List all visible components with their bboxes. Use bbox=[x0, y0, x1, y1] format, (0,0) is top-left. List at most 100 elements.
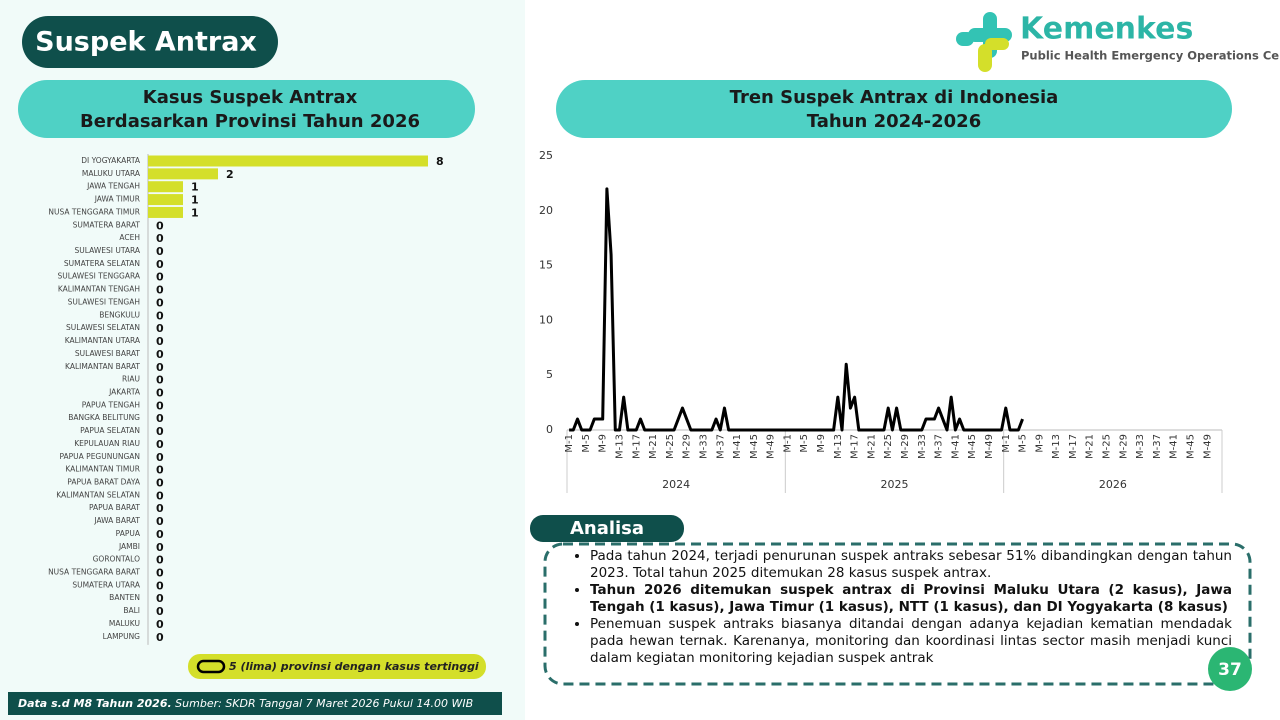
bar bbox=[148, 206, 183, 218]
y-tick-label: RIAU bbox=[122, 375, 140, 384]
y-tick-label: PAPUA PEGUNUNGAN bbox=[59, 452, 140, 461]
data-label: 0 bbox=[156, 309, 164, 322]
analysis-text: Pada tahun 2024, terjadi penurunan suspe… bbox=[556, 548, 1232, 667]
data-label: 0 bbox=[156, 348, 164, 361]
y-tick-label: ACEH bbox=[119, 233, 140, 242]
y-tick-label: SULAWESI BARAT bbox=[75, 349, 141, 358]
x-tick-label: M-33 bbox=[917, 434, 928, 459]
data-label: 8 bbox=[436, 155, 444, 168]
logo: Kemenkes Public Health Emergency Operati… bbox=[956, 12, 1280, 72]
y-tick-label: 5 bbox=[546, 368, 553, 381]
x-tick-label: M-37 bbox=[715, 434, 726, 459]
y-tick-label: KALIMANTAN BARAT bbox=[65, 362, 140, 371]
y-tick-label: SULAWESI UTARA bbox=[75, 246, 141, 255]
data-label: 0 bbox=[156, 425, 164, 438]
chart-title-pill bbox=[556, 80, 1232, 138]
y-tick-label: NUSA TENGGARA TIMUR bbox=[48, 207, 140, 216]
data-label: 0 bbox=[156, 528, 164, 541]
logo-name: Kemenkes bbox=[1020, 12, 1193, 47]
data-label: 0 bbox=[156, 271, 164, 284]
page-number-badge bbox=[1208, 647, 1252, 691]
page-number: 37 bbox=[1218, 660, 1242, 680]
x-tick-label: M-9 bbox=[598, 434, 609, 453]
legend bbox=[188, 654, 486, 679]
chart-title: Tahun 2024-2026 bbox=[807, 111, 981, 132]
x-tick-label: M-5 bbox=[581, 434, 592, 453]
bar bbox=[148, 155, 428, 167]
y-tick-label: KALIMANTAN SELATAN bbox=[56, 490, 140, 499]
footer-bar bbox=[8, 692, 502, 715]
footer-period: Data s.d M8 Tahun 2026. bbox=[18, 697, 172, 710]
y-tick-label: MALUKU UTARA bbox=[82, 169, 141, 178]
x-tick-label: M-21 bbox=[866, 434, 877, 459]
x-group-label: 2024 bbox=[662, 478, 690, 491]
y-tick-label: SULAWESI TENGAH bbox=[68, 297, 140, 306]
y-tick-label: JAWA TIMUR bbox=[94, 195, 140, 204]
x-tick-label: M-25 bbox=[665, 434, 676, 459]
y-tick-label: KALIMANTAN UTARA bbox=[65, 336, 141, 345]
data-label: 0 bbox=[156, 631, 164, 644]
y-tick-label: BANTEN bbox=[109, 593, 140, 602]
y-tick-label: SUMATERA SELATAN bbox=[64, 259, 140, 268]
data-label: 0 bbox=[156, 399, 164, 412]
y-tick-label: 25 bbox=[539, 149, 553, 162]
x-tick-label: M-9 bbox=[1034, 434, 1045, 453]
x-group-label: 2025 bbox=[881, 478, 909, 491]
x-tick-label: M-5 bbox=[1018, 434, 1029, 453]
data-label: 0 bbox=[156, 258, 164, 271]
x-tick-label: M-45 bbox=[1186, 434, 1197, 459]
x-tick-label: M-21 bbox=[1085, 434, 1096, 459]
x-tick-label: M-13 bbox=[614, 434, 625, 459]
x-tick-label: M-29 bbox=[682, 434, 693, 459]
y-tick-label: BANGKA BELITUNG bbox=[68, 413, 140, 422]
chart-title: Berdasarkan Provinsi Tahun 2026 bbox=[80, 111, 420, 132]
x-tick-label: M-49 bbox=[984, 434, 995, 459]
data-label: 0 bbox=[156, 322, 164, 335]
y-tick-label: 10 bbox=[539, 313, 553, 326]
x-tick-label: M-13 bbox=[833, 434, 844, 459]
y-tick-label: GORONTALO bbox=[93, 555, 140, 564]
x-tick-label: M-17 bbox=[1068, 434, 1079, 459]
y-tick-label: SULAWESI TENGGARA bbox=[57, 272, 140, 281]
x-tick-label: M-17 bbox=[631, 434, 642, 459]
bullet-list: Pada tahun 2024, terjadi penurunan suspe… bbox=[556, 548, 1232, 667]
bar bbox=[148, 168, 218, 180]
y-tick-label: DI YOGYAKARTA bbox=[81, 156, 141, 165]
y-tick-label: PAPUA TENGAH bbox=[82, 400, 140, 409]
data-label: 0 bbox=[156, 296, 164, 309]
y-tick-label: KALIMANTAN TIMUR bbox=[65, 465, 140, 474]
y-tick-label: LAMPUNG bbox=[103, 632, 141, 641]
y-tick-label: KEPULAUAN RIAU bbox=[74, 439, 140, 448]
y-tick-label: PAPUA bbox=[116, 529, 141, 538]
bullet: Tahun 2026 ditemukan suspek antrax di Pr… bbox=[590, 582, 1232, 616]
x-tick-label: M-33 bbox=[698, 434, 709, 459]
x-tick-label: M-41 bbox=[1169, 434, 1180, 459]
data-label: 0 bbox=[156, 605, 164, 618]
title-pill bbox=[22, 16, 278, 68]
data-label: 0 bbox=[156, 477, 164, 490]
y-tick-label: MALUKU bbox=[109, 619, 140, 628]
x-tick-label: M-29 bbox=[1118, 434, 1129, 459]
data-label: 0 bbox=[156, 386, 164, 399]
y-tick-label: BALI bbox=[123, 606, 140, 615]
y-tick-label: JAWA TENGAH bbox=[86, 182, 140, 191]
y-tick-label: JAKARTA bbox=[108, 387, 141, 396]
x-tick-label: M-33 bbox=[1135, 434, 1146, 459]
y-tick-label: PAPUA BARAT bbox=[89, 503, 140, 512]
bullet: Pada tahun 2024, terjadi penurunan suspe… bbox=[590, 548, 1232, 582]
bar bbox=[148, 194, 183, 206]
data-label: 1 bbox=[191, 206, 199, 219]
bar bbox=[148, 181, 183, 193]
legend-label: 5 (lima) provinsi dengan kasus tertinggi bbox=[229, 660, 479, 673]
x-tick-label: M-29 bbox=[900, 434, 911, 459]
data-label: 0 bbox=[156, 579, 164, 592]
footer: Data s.d M8 Tahun 2026. Sumber: SKDR Tan… bbox=[18, 697, 473, 710]
data-label: 0 bbox=[156, 554, 164, 567]
chart-title: Tren Suspek Antrax di Indonesia bbox=[730, 87, 1059, 108]
y-tick-label: SUMATERA BARAT bbox=[73, 220, 141, 229]
analysis-title: Analisa bbox=[570, 518, 644, 539]
x-tick-label: M-17 bbox=[850, 434, 861, 459]
line bbox=[569, 187, 1024, 432]
data-label: 0 bbox=[156, 451, 164, 464]
